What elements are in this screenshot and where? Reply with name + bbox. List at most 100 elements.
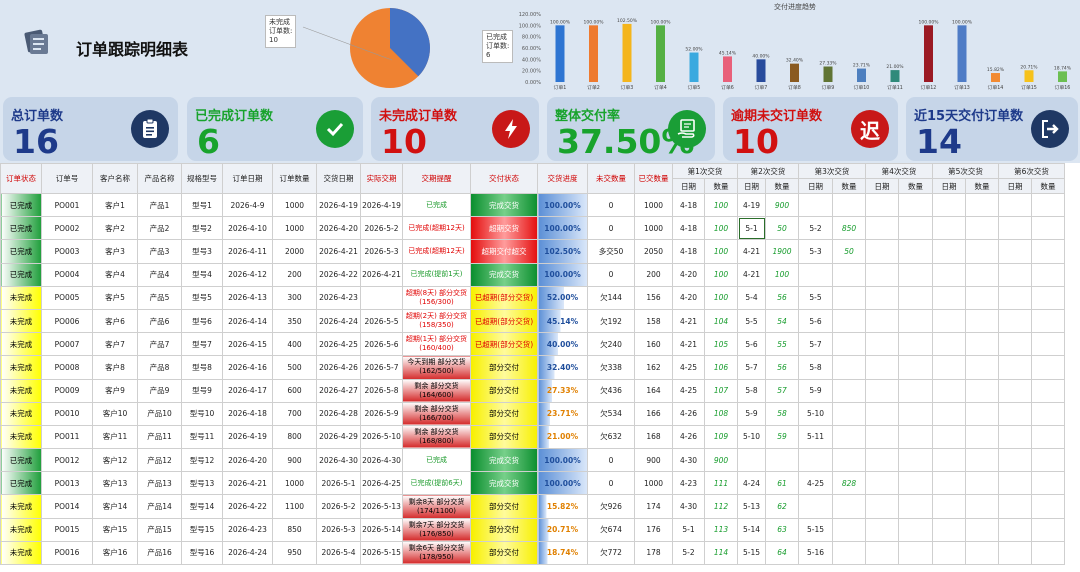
progress-cell[interactable]: 40.00%	[537, 332, 588, 357]
delivery-situation-cell[interactable]: 部分交付	[470, 517, 538, 542]
actual-date-cell[interactable]: 2026-5-8	[360, 378, 403, 403]
delivery-date-cell[interactable]: 2026-5-1	[316, 471, 361, 496]
column-header[interactable]: 订单日期	[222, 163, 273, 194]
delivery-empty-cell[interactable]	[898, 494, 933, 519]
order-qty-cell[interactable]: 600	[272, 378, 317, 403]
delivery1-qty-cell[interactable]: 100	[704, 192, 738, 218]
pending-qty-cell[interactable]: 0	[587, 471, 635, 496]
order-status-cell[interactable]: 未完成	[0, 424, 42, 450]
delivery1-qty-cell[interactable]: 114	[704, 540, 738, 566]
actual-date-cell[interactable]: 2026-4-30	[360, 448, 403, 473]
progress-cell[interactable]: 20.71%	[537, 517, 588, 542]
order-qty-cell[interactable]: 400	[272, 332, 317, 357]
order-date-cell[interactable]: 2026-4-13	[222, 285, 273, 310]
delivery1-date-cell[interactable]: 4-18	[672, 239, 705, 264]
customer-cell[interactable]: 客户9	[92, 378, 138, 403]
delivery-empty-cell[interactable]	[1031, 424, 1065, 450]
delivery-empty-cell[interactable]	[865, 262, 899, 287]
delivery-reminder-cell[interactable]: 剩余8天 部分交货 (174/1100)	[402, 494, 471, 519]
delivery-reminder-cell[interactable]: 已完成(提前6天)	[402, 471, 471, 496]
delivery-empty-cell[interactable]	[898, 308, 933, 334]
actual-date-cell[interactable]	[360, 285, 403, 310]
delivery2-date-cell[interactable]: 5-13	[737, 494, 766, 519]
delivery2-date-cell[interactable]: 5-10	[737, 424, 766, 450]
spec-cell[interactable]: 型号15	[181, 517, 223, 542]
delivery-date-cell[interactable]: 2026-4-27	[316, 378, 361, 403]
customer-cell[interactable]: 客户15	[92, 517, 138, 542]
pending-qty-cell[interactable]: 0	[587, 262, 635, 287]
actual-date-cell[interactable]: 2026-5-3	[360, 239, 403, 264]
delivery2-qty-cell[interactable]: 62	[765, 494, 799, 519]
delivery1-qty-cell[interactable]: 113	[704, 517, 738, 542]
actual-date-cell[interactable]: 2026-4-25	[360, 471, 403, 496]
delivery-empty-cell[interactable]	[965, 285, 999, 310]
delivery-empty-cell[interactable]	[998, 517, 1032, 542]
delivery2-qty-cell[interactable]: 57	[765, 378, 799, 403]
delivery-empty-cell[interactable]	[965, 448, 999, 473]
table-row[interactable]: 已完成 PO012 客户12 产品12 型号12 2026-4-20 900 2026-4-3…	[0, 448, 1080, 473]
pending-qty-cell[interactable]: 欠192	[587, 308, 635, 334]
delivery-empty-cell[interactable]	[865, 192, 899, 218]
delivery1-date-cell[interactable]: 4-18	[672, 192, 705, 218]
delivery-reminder-cell[interactable]: 剩余6天 部分交货 (178/950)	[402, 540, 471, 566]
delivered-qty-cell[interactable]: 176	[634, 517, 673, 542]
delivery-empty-cell[interactable]	[998, 192, 1032, 218]
delivery1-date-cell[interactable]: 4-18	[672, 216, 705, 241]
delivery2-date-cell[interactable]: 4-21	[737, 262, 766, 287]
spec-cell[interactable]: 型号7	[181, 332, 223, 357]
order-date-cell[interactable]: 2026-4-18	[222, 401, 273, 426]
table-row[interactable]: 未完成 PO008 客户8 产品8 型号8 2026-4-16 500 2026-4-26 20…	[0, 355, 1080, 380]
order-status-cell[interactable]: 已完成	[0, 471, 42, 496]
order-status-cell[interactable]: 未完成	[0, 401, 42, 426]
delivery-date-cell[interactable]: 2026-4-20	[316, 216, 361, 241]
order-status-cell[interactable]: 未完成	[0, 540, 42, 566]
delivery3-qty-cell[interactable]	[832, 192, 866, 218]
table-row[interactable]: 未完成 PO015 客户15 产品15 型号15 2026-4-23 850 2026-5-3…	[0, 517, 1080, 542]
column-header[interactable]: 交货进度	[537, 163, 588, 194]
delivery2-date-cell[interactable]: 5-7	[737, 355, 766, 380]
delivery-empty-cell[interactable]	[865, 517, 899, 542]
delivery1-qty-cell[interactable]: 100	[704, 239, 738, 264]
product-cell[interactable]: 产品7	[137, 332, 182, 357]
order-no-cell[interactable]: PO010	[41, 401, 93, 426]
column-header[interactable]: 已交数量	[634, 163, 673, 194]
delivery-empty-cell[interactable]	[1031, 216, 1065, 241]
delivery-situation-cell[interactable]: 已超期(部分交货)	[470, 332, 538, 357]
delivery-empty-cell[interactable]	[865, 494, 899, 519]
delivery-reminder-cell[interactable]: 超期(2天) 部分交货 (158/350)	[402, 308, 471, 334]
order-date-cell[interactable]: 2026-4-10	[222, 216, 273, 241]
delivery-situation-cell[interactable]: 部分交付	[470, 355, 538, 380]
column-header[interactable]: 订单数量	[272, 163, 317, 194]
delivery-situation-cell[interactable]: 部分交付	[470, 424, 538, 450]
delivery-empty-cell[interactable]	[898, 285, 933, 310]
delivery-situation-cell[interactable]: 部分交付	[470, 401, 538, 426]
product-cell[interactable]: 产品10	[137, 401, 182, 426]
delivery-empty-cell[interactable]	[932, 285, 966, 310]
delivered-qty-cell[interactable]: 166	[634, 401, 673, 426]
delivery-empty-cell[interactable]	[865, 308, 899, 334]
delivery-situation-cell[interactable]: 完成交货	[470, 471, 538, 496]
delivery-empty-cell[interactable]	[932, 192, 966, 218]
delivery-empty-cell[interactable]	[898, 239, 933, 264]
delivery-empty-cell[interactable]	[932, 216, 966, 241]
product-cell[interactable]: 产品4	[137, 262, 182, 287]
order-qty-cell[interactable]: 2000	[272, 239, 317, 264]
order-status-cell[interactable]: 已完成	[0, 216, 42, 241]
delivery3-date-cell[interactable]: 5-10	[798, 401, 833, 426]
delivery-empty-cell[interactable]	[965, 216, 999, 241]
actual-date-cell[interactable]: 2026-5-15	[360, 540, 403, 566]
delivery-reminder-cell[interactable]: 已完成(超期12天)	[402, 239, 471, 264]
progress-cell[interactable]: 100.00%	[537, 192, 588, 218]
delivery-empty-cell[interactable]	[1031, 401, 1065, 426]
delivered-qty-cell[interactable]: 174	[634, 494, 673, 519]
order-status-cell[interactable]: 未完成	[0, 332, 42, 357]
progress-cell[interactable]: 100.00%	[537, 216, 588, 241]
delivery-situation-cell[interactable]: 超期交付超交	[470, 239, 538, 264]
delivery1-qty-cell[interactable]: 104	[704, 308, 738, 334]
delivery3-date-cell[interactable]: 5-11	[798, 424, 833, 450]
delivery3-qty-cell[interactable]	[832, 401, 866, 426]
table-row[interactable]: 未完成 PO011 客户11 产品11 型号11 2026-4-19 800 2026-4-2…	[0, 424, 1080, 450]
delivery-date-cell[interactable]: 2026-4-22	[316, 262, 361, 287]
delivery-empty-cell[interactable]	[898, 378, 933, 403]
product-cell[interactable]: 产品6	[137, 308, 182, 334]
